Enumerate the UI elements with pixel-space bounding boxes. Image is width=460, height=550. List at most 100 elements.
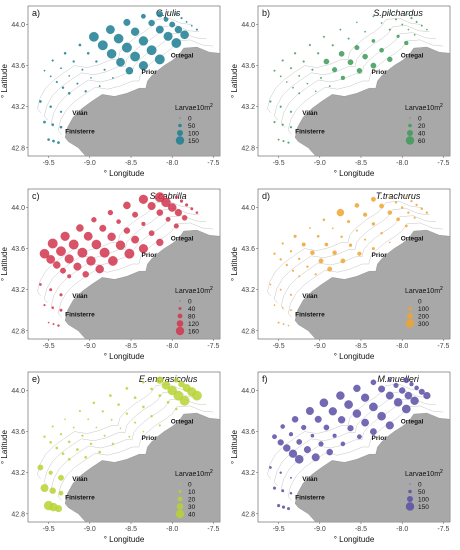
y-tick-label: 43.2 — [241, 287, 255, 294]
station-point — [281, 306, 284, 309]
station-point — [286, 81, 288, 83]
map-panel: -9.5 -9.0 -8.5 -8.0 -7.5 44.0 43.6 43.2 42.8 ° Lo… — [230, 183, 460, 366]
station-point — [310, 433, 315, 438]
y-tick-label: 42.8 — [11, 145, 25, 152]
station-point — [371, 222, 376, 226]
station-point — [290, 67, 292, 70]
station-point — [51, 123, 55, 127]
station-point — [81, 434, 84, 437]
station-point — [347, 220, 351, 224]
station-point — [148, 19, 155, 27]
station-point — [49, 75, 52, 78]
station-point — [39, 100, 42, 103]
station-point — [148, 230, 155, 237]
station-point — [301, 424, 307, 431]
legend-title: Larvae10m — [175, 471, 210, 478]
station-point — [369, 402, 378, 412]
legend-swatch — [409, 483, 411, 485]
station-point — [344, 400, 353, 409]
station-point — [277, 504, 281, 508]
station-point — [426, 28, 428, 31]
station-point — [272, 486, 277, 490]
panel-letter: f) — [262, 374, 268, 384]
station-point — [106, 25, 115, 34]
station-point — [64, 418, 66, 421]
x-tick-label: -7.5 — [437, 343, 449, 350]
station-point — [410, 17, 413, 20]
station-point — [354, 45, 360, 51]
legend-title: Larvae10m — [405, 105, 440, 112]
station-point — [167, 203, 177, 212]
x-tick-label: -9.5 — [43, 343, 55, 350]
station-point — [156, 209, 164, 216]
station-point — [180, 17, 183, 20]
station-point — [332, 67, 338, 73]
station-point — [403, 377, 410, 384]
map-panel: -9.5 -9.0 -8.5 -8.0 -7.5 44.0 43.6 43.2 42.8 ° Lo… — [230, 0, 460, 183]
station-point — [84, 90, 87, 93]
x-tick-label: -9.0 — [314, 160, 326, 167]
x-tick-label: -7.5 — [437, 526, 449, 533]
station-point — [279, 258, 282, 261]
station-point — [388, 13, 391, 16]
x-tick-label: -8.0 — [396, 526, 408, 533]
legend-swatch — [405, 319, 415, 328]
station-point — [98, 450, 102, 454]
station-point — [332, 433, 337, 438]
y-axis-title: ° Latitude — [0, 247, 9, 281]
station-point — [154, 54, 165, 65]
x-tick-label: -9.5 — [43, 526, 55, 533]
station-point — [394, 201, 398, 204]
x-tick-label: -9.5 — [273, 160, 285, 167]
station-point — [354, 203, 360, 208]
station-point — [138, 61, 148, 71]
station-point — [291, 416, 299, 423]
station-point — [380, 232, 383, 235]
legend-swatch — [408, 123, 412, 128]
map-panel: -9.5 -9.0 -8.5 -8.0 -7.5 44.0 43.6 43.2 42.8 ° Lo… — [0, 366, 230, 549]
station-point — [410, 199, 413, 203]
x-tick-label: -8.0 — [166, 160, 178, 167]
station-point — [298, 92, 301, 95]
station-point — [279, 471, 282, 474]
x-axis-title: ° Longitude — [334, 535, 375, 544]
station-point — [414, 385, 419, 391]
station-point — [123, 227, 131, 234]
station-point — [125, 66, 134, 75]
station-point — [81, 68, 84, 71]
legend-value: 300 — [418, 321, 429, 328]
station-point — [357, 251, 362, 256]
station-point — [91, 217, 97, 223]
station-point — [282, 140, 285, 143]
place-label-vilan: Vilán — [72, 110, 87, 117]
y-tick-label: 43.2 — [241, 470, 255, 477]
station-point — [357, 434, 362, 440]
station-point — [76, 448, 79, 451]
station-point — [59, 433, 63, 436]
legend-value: 120 — [188, 321, 199, 328]
station-point — [111, 442, 115, 446]
station-point — [306, 265, 309, 268]
isobath-line — [44, 391, 200, 487]
station-point — [324, 242, 329, 247]
station-point — [48, 470, 53, 475]
station-point — [134, 421, 137, 424]
station-point — [78, 409, 81, 413]
station-point — [279, 75, 282, 78]
map-svg: -9.5 -9.0 -8.5 -8.0 -7.5 44.0 43.6 43.2 42.8 ° Lo… — [230, 5, 451, 178]
legend-value: 0 — [418, 115, 422, 122]
legend-value: 20 — [188, 496, 196, 503]
x-tick-label: -8.5 — [355, 343, 367, 350]
station-point — [355, 229, 358, 232]
station-point — [174, 195, 178, 199]
station-point — [47, 238, 58, 249]
station-point — [420, 207, 423, 210]
station-point — [131, 235, 140, 244]
station-point — [173, 223, 179, 229]
legend-swatch — [178, 123, 182, 128]
station-point — [393, 398, 403, 407]
legend-value: 20 — [418, 123, 426, 130]
station-point — [95, 60, 98, 63]
x-tick-label: -8.0 — [166, 526, 178, 533]
station-point — [370, 196, 376, 202]
